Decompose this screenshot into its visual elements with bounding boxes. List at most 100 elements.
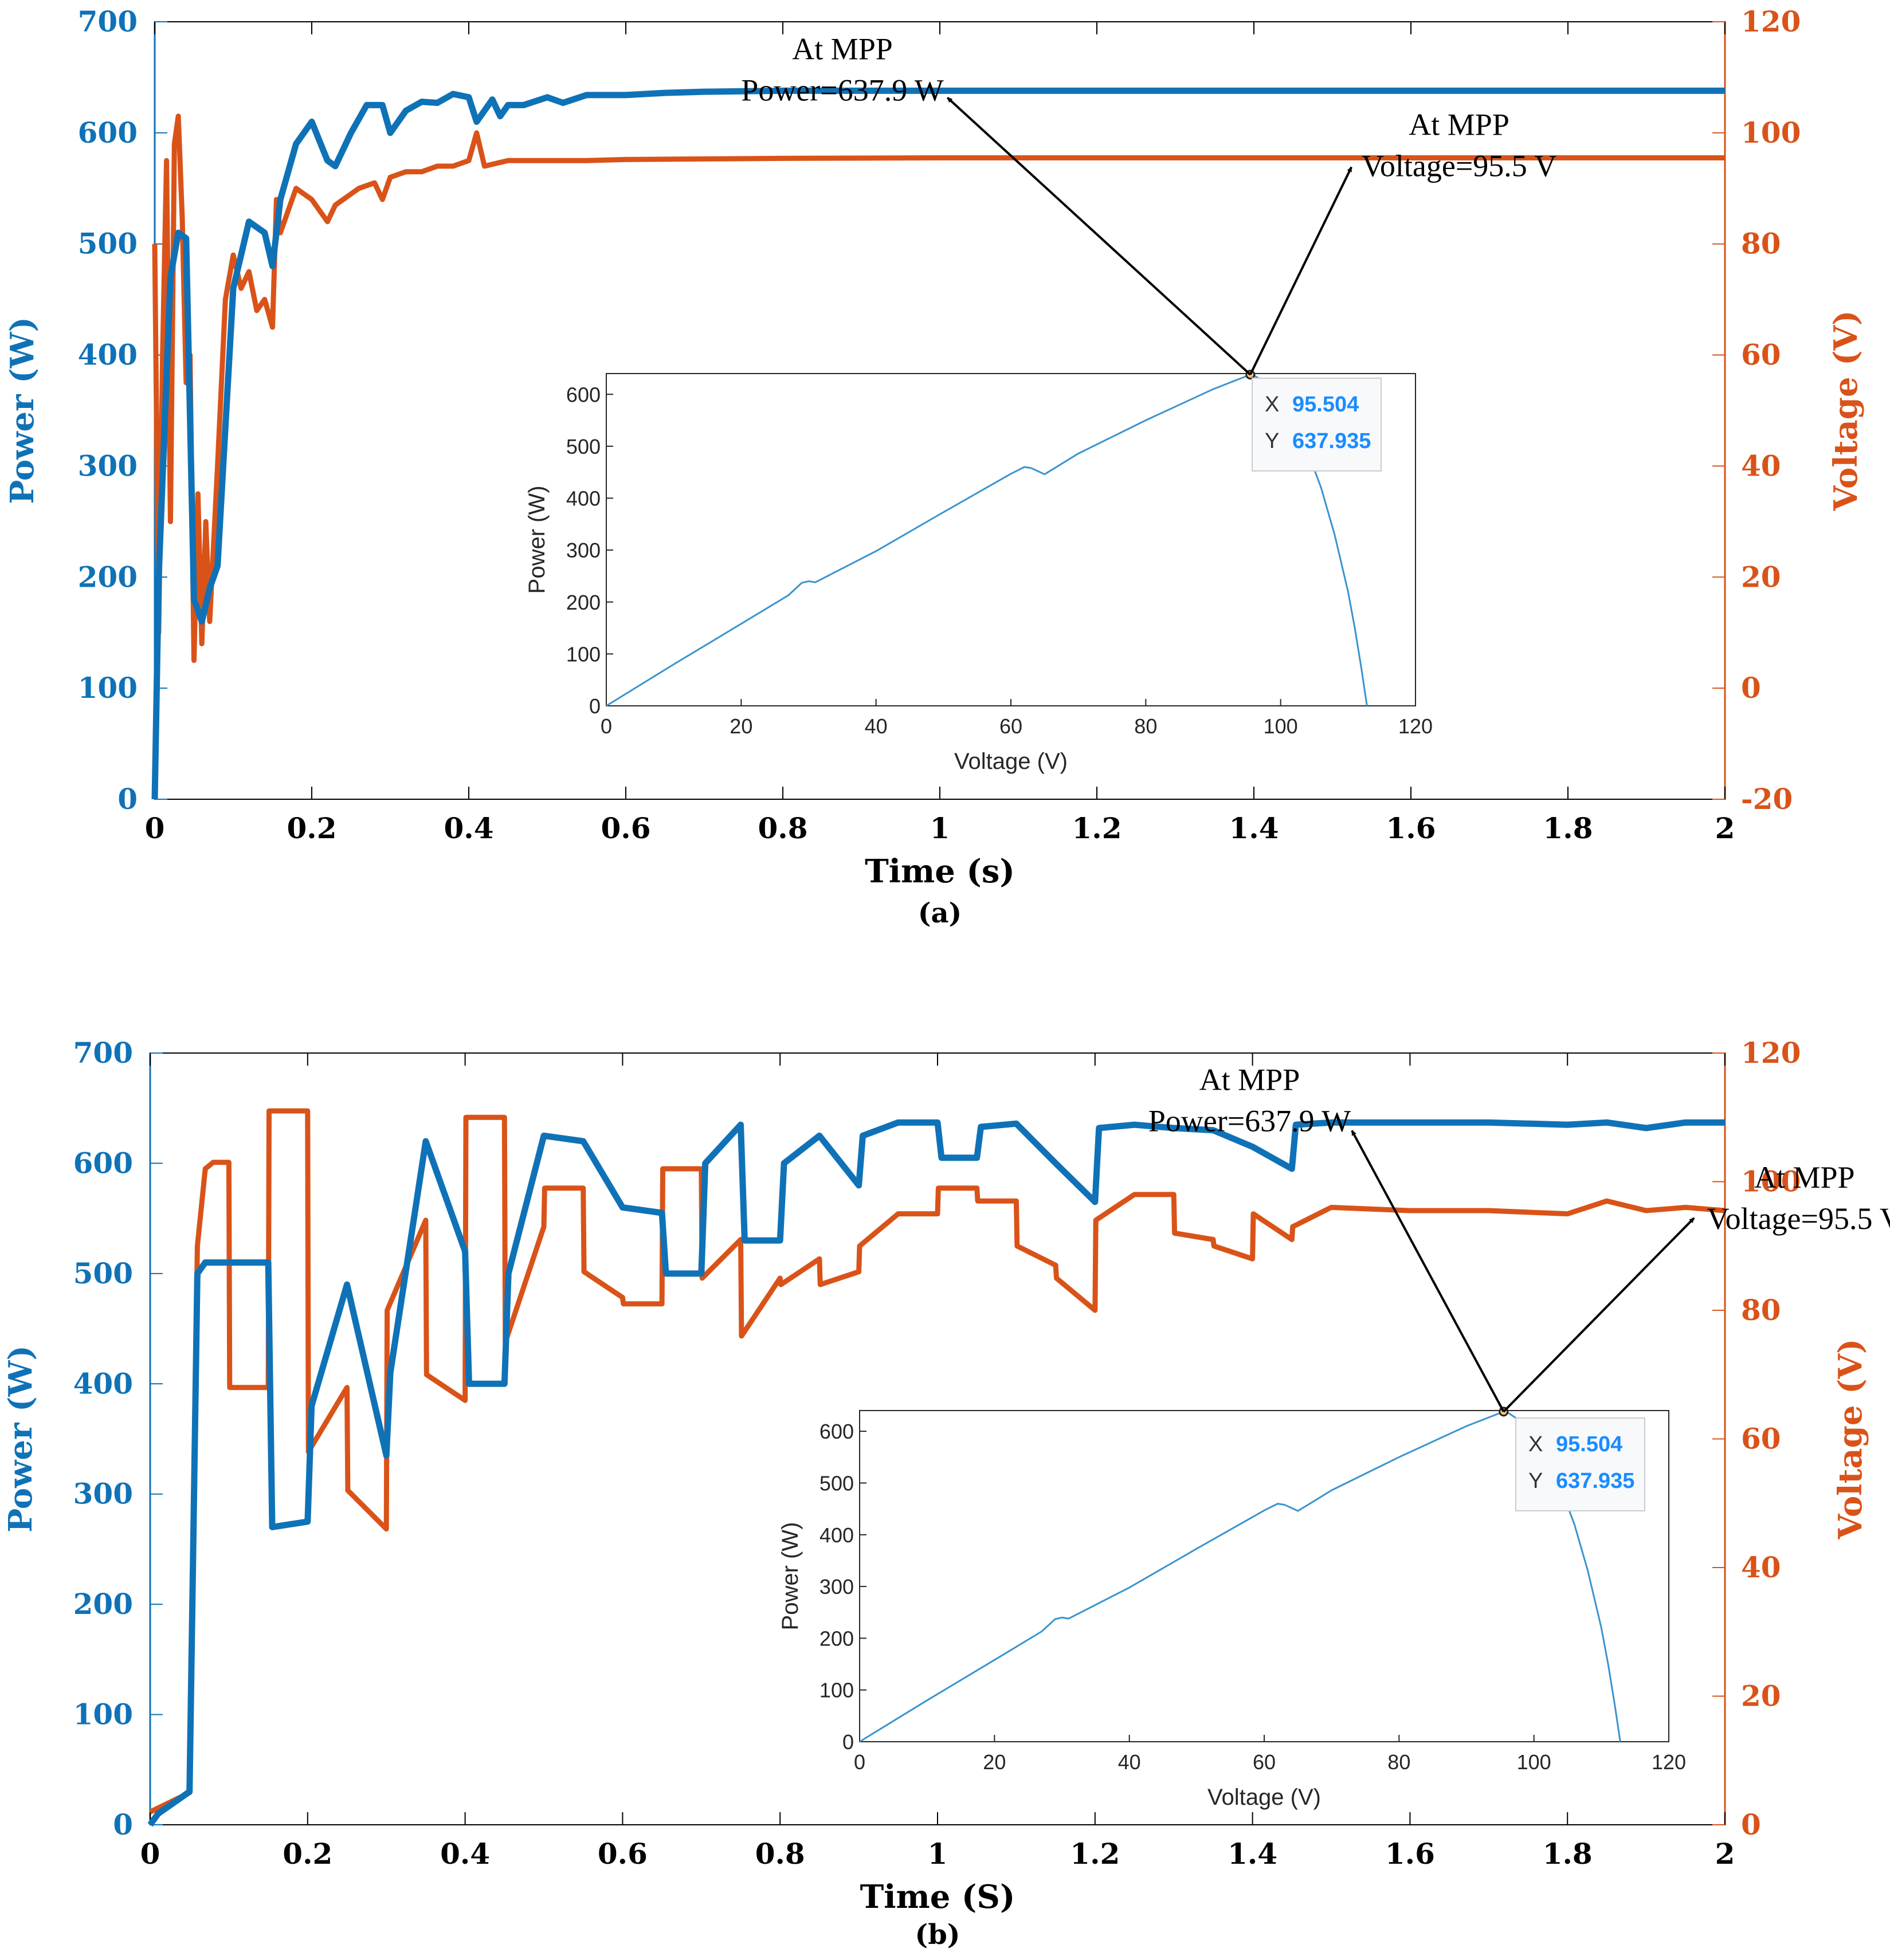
inset-x-tick-label: 60 [999,714,1022,738]
annotation-arrow [946,97,1252,376]
inset-x-tick-label: 100 [1517,1750,1551,1774]
inset-y-tick-label: 500 [566,435,601,458]
series-power-line [147,1119,1725,1827]
y-right-tick-label: 60 [1741,338,1781,372]
inset-y-tick-label: 500 [819,1471,854,1495]
datatip-x-value: 95.504 [1292,392,1359,417]
inset-y-tick-label: 600 [819,1420,854,1443]
inset-x-tick-label: 40 [865,714,888,738]
inset-x-tick-label: 120 [1652,1750,1686,1774]
x-tick-label: 1.4 [1228,1837,1277,1871]
datatip-y-value: 637.935 [1292,429,1371,453]
inset-x-tick-label: 0 [854,1750,865,1774]
y-left-tick-label: 500 [73,1256,133,1290]
inset-x-tick-label: 60 [1253,1750,1276,1774]
x-tick-label: 1 [928,1837,948,1871]
y-right-tick-label: 0 [1741,1808,1761,1841]
y-left-tick-label: 0 [117,782,138,816]
x-tick-label: 1 [930,811,950,845]
inset-x-tick-label: 80 [1387,1750,1410,1774]
inset-x-tick-label: 40 [1118,1750,1141,1774]
inset-y-tick-label: 600 [566,383,601,406]
chart-panel-b: 0 0.2 0.4 0.6 0.8 1 1.2 1.4 1.6 1.8 20100200300400… [2,1036,1890,1951]
inset-x-tick-label: 120 [1398,714,1433,738]
y-left-tick-label: 200 [73,1587,133,1621]
y-right-tick-label: 20 [1741,560,1781,594]
inset-x-tick-label: 20 [983,1750,1006,1774]
y-right-tick-label: 80 [1741,1293,1781,1327]
y-left-tick-label: 100 [78,671,138,705]
y-right-tick-label: 40 [1741,449,1781,482]
x-tick-label: 1.6 [1386,811,1436,845]
x-tick-label: 1.4 [1229,811,1279,845]
datatip-y-label: Y [1265,429,1279,453]
datatip-box [1515,1417,1645,1511]
inset-y-tick-label: 100 [819,1679,854,1702]
inset-y-tick-label: 200 [819,1627,854,1650]
x-tick-label: 0 [140,1837,160,1871]
x-tick-label: 0.8 [758,811,808,845]
x-tick-label: 0.4 [440,1837,490,1871]
annotation-arrow [1351,1130,1505,1412]
x-tick-label: 0 [145,811,165,845]
x-tick-label: 1.2 [1070,1837,1120,1871]
annotation-mpp-title: At MPP [1754,1160,1855,1195]
panel-label: (a) [918,897,962,929]
y-right-tick-label: 0 [1741,671,1761,705]
inset-x-tick-label: 20 [730,714,752,738]
y-left-axis-label: Power (W) [3,317,41,504]
x-tick-label: 1.8 [1543,811,1593,845]
series-power-line [151,87,1725,800]
inset-y-tick-label: 400 [566,487,601,510]
y-right-axis-label: Voltage (V) [1827,311,1865,512]
y-left-axis-label: Power (W) [2,1345,40,1533]
y-left-tick-label: 0 [113,1808,133,1841]
annotation-mpp-title: At MPP [1199,1062,1300,1097]
x-tick-label: 0.6 [598,1837,648,1871]
x-tick-label: 2 [1715,811,1735,845]
annotation-mpp-title: At MPP [1409,107,1509,142]
y-right-tick-label: 120 [1741,5,1801,38]
inset-y-tick-label: 200 [566,591,601,614]
inset-y-tick-label: 300 [819,1575,854,1598]
inset-pv-curve [606,374,1368,707]
x-tick-label: 0.2 [283,1837,332,1871]
y-left-tick-label: 400 [78,338,138,372]
y-left-tick-label: 400 [73,1366,133,1400]
inset-x-tick-label: 100 [1264,714,1298,738]
x-tick-label: 0.2 [287,811,337,845]
x-axis-label: Time (s) [865,853,1015,890]
inset-pv-curve [859,1411,1621,1743]
datatip-box [1252,378,1382,472]
y-right-tick-label: 60 [1741,1422,1781,1456]
inset-y-tick-label: 0 [842,1730,854,1754]
panel-label: (b) [915,1919,960,1951]
annotation-mpp-value: Voltage=95.5 V [1362,148,1556,183]
inset-chart: 0 20 40 60 80 100 120 0 100 200 300 400 500 600 Voltag… [524,370,1433,774]
inset-y-tick-label: 300 [566,539,601,562]
series-voltage-line [149,1108,1726,1814]
inset-y-tick-label: 100 [566,642,601,666]
y-left-tick-label: 700 [78,5,138,38]
x-tick-label: 0.6 [601,811,651,845]
annotation-arrow [1249,166,1353,375]
datatip-y-value: 637.935 [1556,1469,1634,1493]
y-left-tick-label: 700 [73,1036,133,1070]
inset-y-tick-label: 0 [589,694,601,718]
annotation-mpp-value: Power=637.9 W [1148,1103,1351,1138]
y-right-axis-label: Voltage (V) [1832,1339,1869,1540]
annotation-mpp-title: At MPP [792,32,893,66]
inset-chart: 0 20 40 60 80 100 120 0 100 200 300 400 500 600 Voltag… [778,1407,1686,1810]
datatip-x-label: X [1265,392,1279,417]
chart-panel-a: 0 0.2 0.4 0.6 0.8 1 1.2 1.4 1.6 1.8 20100200300400… [3,5,1865,929]
x-tick-label: 0.8 [755,1837,805,1871]
x-tick-label: 1.2 [1072,811,1122,845]
x-tick-label: 1.6 [1385,1837,1435,1871]
datatip-x-value: 95.504 [1556,1432,1622,1456]
y-left-tick-label: 300 [78,449,138,482]
y-right-tick-label: 100 [1741,1165,1801,1199]
y-right-tick-label: 120 [1741,1036,1801,1070]
inset-y-tick-label: 400 [819,1523,854,1547]
inset-x-axis-label: Voltage (V) [954,749,1068,774]
annotation-mpp-value: Power=637.9 W [741,73,943,107]
